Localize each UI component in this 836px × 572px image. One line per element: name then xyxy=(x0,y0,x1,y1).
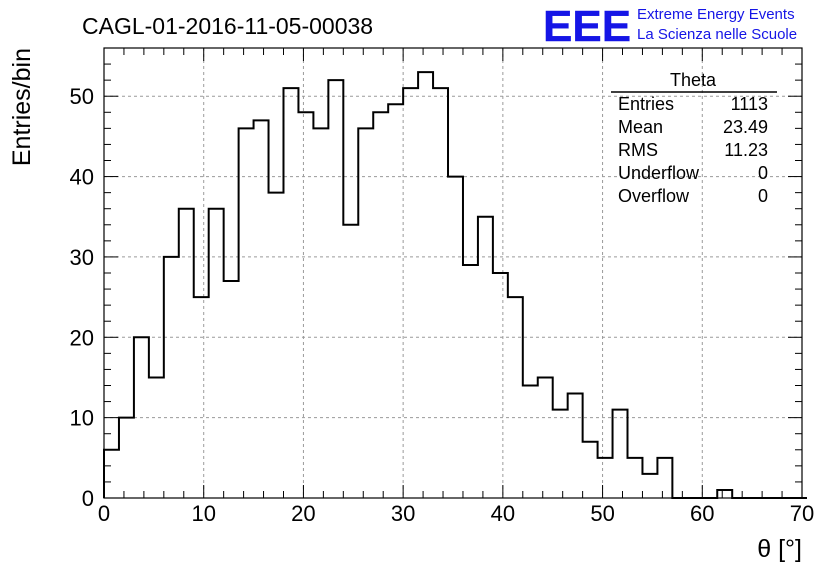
histogram-bin xyxy=(239,128,254,498)
histogram-bin xyxy=(179,209,194,498)
stats-underflow-label: Underflow xyxy=(618,163,700,183)
histogram-bin xyxy=(119,418,134,498)
y-tick-label: 30 xyxy=(70,245,94,270)
x-tick-label: 0 xyxy=(98,501,110,526)
x-tick-label: 40 xyxy=(491,501,515,526)
histogram-bin xyxy=(642,474,657,498)
plot-frame xyxy=(103,47,803,499)
histogram-bin xyxy=(508,297,523,498)
histogram-outline xyxy=(103,71,807,499)
histogram-bin xyxy=(164,257,179,498)
histogram-bin xyxy=(523,386,538,499)
x-axis-label: θ [°] xyxy=(757,535,802,563)
stats-overflow-value: 0 xyxy=(758,186,768,206)
histogram-bin xyxy=(568,394,583,498)
histogram-bin xyxy=(313,128,328,498)
histogram-bin xyxy=(269,193,284,498)
histogram-bin xyxy=(328,80,343,498)
y-tick-label: 0 xyxy=(82,486,94,511)
x-tick-label: 30 xyxy=(391,501,415,526)
histogram-bin xyxy=(657,458,672,498)
x-tick-label: 70 xyxy=(790,501,814,526)
histogram-bin xyxy=(628,458,643,498)
stats-underflow-value: 0 xyxy=(758,163,768,183)
histogram-bin xyxy=(358,128,373,498)
logo-line-1: Extreme Energy Events xyxy=(637,6,795,23)
histogram-bin xyxy=(433,88,448,498)
x-tick-label: 60 xyxy=(690,501,714,526)
histogram-bin xyxy=(553,410,568,498)
stats-mean-value: 23.49 xyxy=(723,117,768,137)
logo-line-2: La Scienza nelle Scuole xyxy=(637,26,797,43)
stats-box: Theta Entries 1113 Mean 23.49 RMS 11.23 … xyxy=(611,70,777,206)
histogram-bin xyxy=(613,410,628,498)
histogram-bin xyxy=(538,377,553,498)
stats-title: Theta xyxy=(670,70,717,90)
histogram-bin xyxy=(104,450,119,498)
histogram-bin xyxy=(388,104,403,498)
y-axis-label: Entries/bin xyxy=(8,48,36,166)
histogram-bin xyxy=(149,377,164,498)
tick-labels: 0 10 20 30 40 50 60 70 0 10 20 30 40 50 xyxy=(70,84,815,526)
stats-overflow-label: Overflow xyxy=(618,186,690,206)
x-tick-label: 20 xyxy=(291,501,315,526)
y-tick-label: 20 xyxy=(70,325,94,350)
stats-entries-label: Entries xyxy=(618,94,674,114)
stats-entries-value: 1113 xyxy=(731,94,768,114)
x-tick-label: 10 xyxy=(191,501,215,526)
logo-eee: EEE xyxy=(543,2,631,51)
histogram-bin xyxy=(598,458,613,498)
stats-mean-label: Mean xyxy=(618,117,663,137)
histogram-bin xyxy=(478,217,493,498)
y-tick-label: 50 xyxy=(70,84,94,109)
histogram-bin xyxy=(209,209,224,498)
histogram-bin xyxy=(493,273,508,498)
chart-title: CAGL-01-2016-11-05-00038 xyxy=(82,13,373,39)
stats-rms-label: RMS xyxy=(618,140,658,160)
histogram-bin xyxy=(343,225,358,498)
histogram-bin xyxy=(194,297,209,498)
histogram-bin xyxy=(283,88,298,498)
x-tick-label: 50 xyxy=(590,501,614,526)
histogram-bin xyxy=(298,112,313,498)
histogram-bin xyxy=(418,72,433,498)
histogram-bin xyxy=(224,281,239,498)
histogram-bin xyxy=(463,265,478,498)
histogram-bin xyxy=(583,442,598,498)
y-tick-label: 10 xyxy=(70,406,94,431)
histogram-bin xyxy=(717,490,732,498)
stats-rms-value: 11.23 xyxy=(724,140,768,160)
y-tick-label: 40 xyxy=(70,165,94,190)
histogram-bin xyxy=(403,88,418,498)
histogram-bin xyxy=(373,112,388,498)
